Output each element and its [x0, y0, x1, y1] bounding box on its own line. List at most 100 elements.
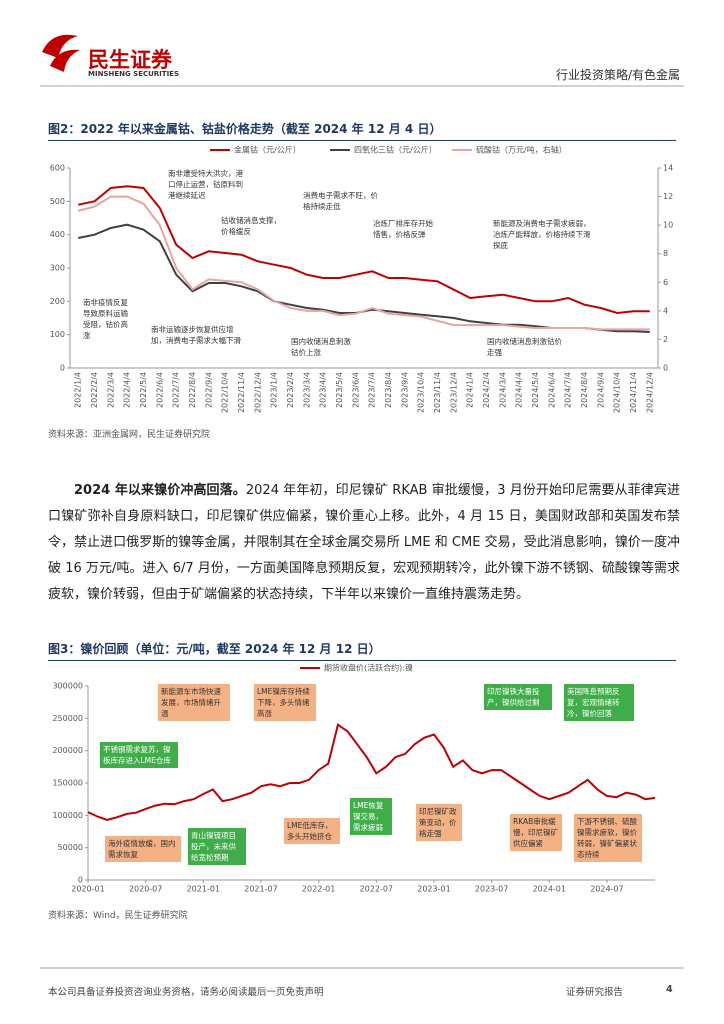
- x-tick-label: 2024/8/4: [580, 372, 589, 408]
- annotation: 不锈钢需求复苏，镍板库存进入LME仓库: [100, 742, 178, 768]
- x-tick-label: 2022/4/4: [123, 372, 132, 408]
- y-tick-label: 600: [50, 164, 65, 173]
- y2-tick-label: 0: [663, 364, 668, 373]
- y-tick-label: 100000: [52, 811, 83, 820]
- y2-tick-label: 6: [663, 278, 668, 287]
- x-tick-label: 2022/1/4: [74, 372, 83, 408]
- x-tick-label: 2023/8/4: [384, 372, 393, 408]
- x-tick-label: 2021-07: [244, 885, 277, 894]
- series-line: [77, 185, 650, 315]
- x-tick-label: 2023/3/4: [302, 372, 311, 408]
- figure-source: 资料来源：亚洲金属网，民生证券研究院: [48, 430, 211, 440]
- x-tick-label: 2022/10/4: [221, 372, 230, 413]
- annotation: RKAB审批缓慢，印尼镍矿供应偏紧: [510, 814, 562, 851]
- annotation: 国内收储消息刺激钴价上涨: [288, 334, 360, 360]
- y2-tick-label: 8: [663, 249, 668, 258]
- logo-mark: [42, 34, 80, 72]
- y-tick-label: 300: [50, 264, 65, 273]
- x-tick-label: 2024/3/4: [498, 372, 507, 408]
- annotation: 消费电子需求不旺，价格持续走低: [300, 188, 382, 214]
- x-tick-label: 2023/6/4: [351, 372, 360, 408]
- x-tick-label: 2024/1/4: [466, 372, 475, 408]
- x-tick-label: 2024/5/4: [531, 372, 540, 408]
- report-type: 证券研究报告: [566, 987, 624, 998]
- annotation: 下游不锈钢、硫酸镍需求疲软，镍价转弱，镍矿偏紧状态持续: [574, 814, 642, 862]
- series-line: [87, 723, 656, 821]
- x-tick-label: 2023/2/4: [286, 372, 295, 408]
- x-tick-label: 2020-07: [129, 885, 162, 894]
- annotation: LME镍库存持续下降，多头情绪高涨: [254, 684, 316, 721]
- figure-title: 图2：2022 年以来金属钴、钴盐价格走势（截至 2024 年 12 月 4 日…: [48, 120, 676, 141]
- x-tick-label: 2023/11/4: [433, 372, 442, 413]
- annotation: 印尼镍铁大量投产，镍供给过剩: [484, 684, 552, 710]
- x-tick-label: 2022/9/4: [204, 372, 213, 408]
- paragraph-body: 2024 年年初，印尼镍矿 RKAB 审批缓慢，3 月份开始印尼需要从菲律宾进口…: [48, 483, 680, 602]
- x-tick-label: 2023/4/4: [319, 372, 328, 408]
- x-tick-label: 2024/2/4: [482, 372, 491, 408]
- paragraph: 2024 年以来镍价冲高回落。2024 年年初，印尼镍矿 RKAB 审批缓慢，3…: [48, 478, 680, 608]
- x-tick-label: 2022/11/4: [237, 372, 246, 413]
- y-tick-label: 300000: [52, 682, 83, 691]
- x-tick-label: 2022/6/4: [155, 372, 164, 408]
- x-tick-label: 2024/7/4: [564, 372, 573, 408]
- x-tick-label: 2022/8/4: [188, 372, 197, 408]
- section-title: 行业投资策略/有色金属: [555, 68, 680, 82]
- x-tick-label: 2024/11/4: [629, 372, 638, 413]
- legend-label: 硫酸钴（万元/吨，右轴）: [476, 145, 567, 155]
- x-tick-label: 2022-07: [360, 885, 393, 894]
- x-tick-label: 2022-01: [302, 885, 335, 894]
- annotation: 海外疫情放缓，国内需求恢复: [105, 836, 181, 862]
- annotation: 印尼镍矿政策变动，价格走强: [416, 804, 462, 841]
- disclaimer: 本公司具备证券投资咨询业务资格，请务必阅读最后一页免责声明: [48, 987, 324, 998]
- x-tick-label: 2023-07: [475, 885, 508, 894]
- annotation: 新能源及消费电子需求疲弱，冶炼产能释放，价格持续下滑探底: [490, 216, 594, 253]
- x-tick-label: 2024/10/4: [613, 372, 622, 413]
- page-number: 4: [666, 984, 673, 995]
- logo-text: 民生证券: [88, 48, 172, 72]
- x-tick-label: 2024/4/4: [515, 372, 524, 408]
- annotation: 国内收储消息刺激钴价走强: [484, 334, 566, 360]
- y-tick-label: 50000: [58, 843, 83, 852]
- y-tick-label: 400: [50, 230, 65, 239]
- x-tick-label: 2023-01: [417, 885, 450, 894]
- x-tick-label: 2024/6/4: [547, 372, 556, 408]
- y2-tick-label: 2: [663, 335, 668, 344]
- x-tick-label: 2024/9/4: [596, 372, 605, 408]
- x-tick-label: 2024-01: [533, 885, 566, 894]
- annotation: 青山镍锍项目投产，未来供给宽松预期: [188, 828, 246, 865]
- x-tick-label: 2022/5/4: [139, 372, 148, 408]
- legend-label: 四氧化三钴（元/公斤）: [354, 145, 437, 155]
- y-tick-label: 150000: [52, 779, 83, 788]
- annotation: 新能源车市场快速发展，市场情绪升温: [158, 684, 230, 721]
- y-tick-label: 250000: [52, 714, 83, 723]
- x-tick-label: 2022/7/4: [172, 372, 181, 408]
- y-tick-label: 0: [78, 876, 83, 885]
- legend-label: 期货收盘价(活跃合约):镍: [324, 663, 413, 673]
- x-tick-label: 2023/1/4: [270, 372, 279, 408]
- x-tick-label: 2022/2/4: [90, 372, 99, 408]
- logo-subtext: MINSHENG SECURITIES: [88, 70, 179, 78]
- y2-tick-label: 14: [663, 164, 673, 173]
- x-tick-label: 2023/10/4: [417, 372, 426, 413]
- y-tick-label: 100: [50, 330, 65, 339]
- x-tick-label: 2020-01: [71, 885, 104, 894]
- y2-tick-label: 12: [663, 192, 673, 201]
- x-tick-label: 2021-01: [187, 885, 220, 894]
- x-tick-label: 2022/12/4: [253, 372, 262, 413]
- annotation: 南非疫情反复导致原料运输受阻，钴价高涨: [80, 295, 138, 343]
- y-tick-label: 0: [60, 364, 65, 373]
- x-tick-label: 2023/9/4: [400, 372, 409, 408]
- y-tick-label: 500: [50, 197, 65, 206]
- annotation: LME低库存，多头开始挤仓: [284, 818, 340, 844]
- y-tick-label: 200: [50, 297, 65, 306]
- figure-source: 资料来源：Wind，民生证券研究院: [48, 911, 188, 921]
- annotation: 钴收储消息支撑，价格缓反: [218, 213, 290, 239]
- annotation: 南非遭受特大洪灾，港口停止运营，钴原料到港继续延迟: [165, 166, 251, 203]
- annotation: 冶炼厂排库存开始惜售，价格反弹: [370, 216, 442, 242]
- x-tick-label: 2023/5/4: [335, 372, 344, 408]
- annotation: 南非运输逐步恢复供应增加，消费电子需求大幅下滑: [148, 322, 244, 348]
- x-tick-label: 2023/12/4: [449, 372, 458, 413]
- x-tick-label: 2024-07: [590, 885, 623, 894]
